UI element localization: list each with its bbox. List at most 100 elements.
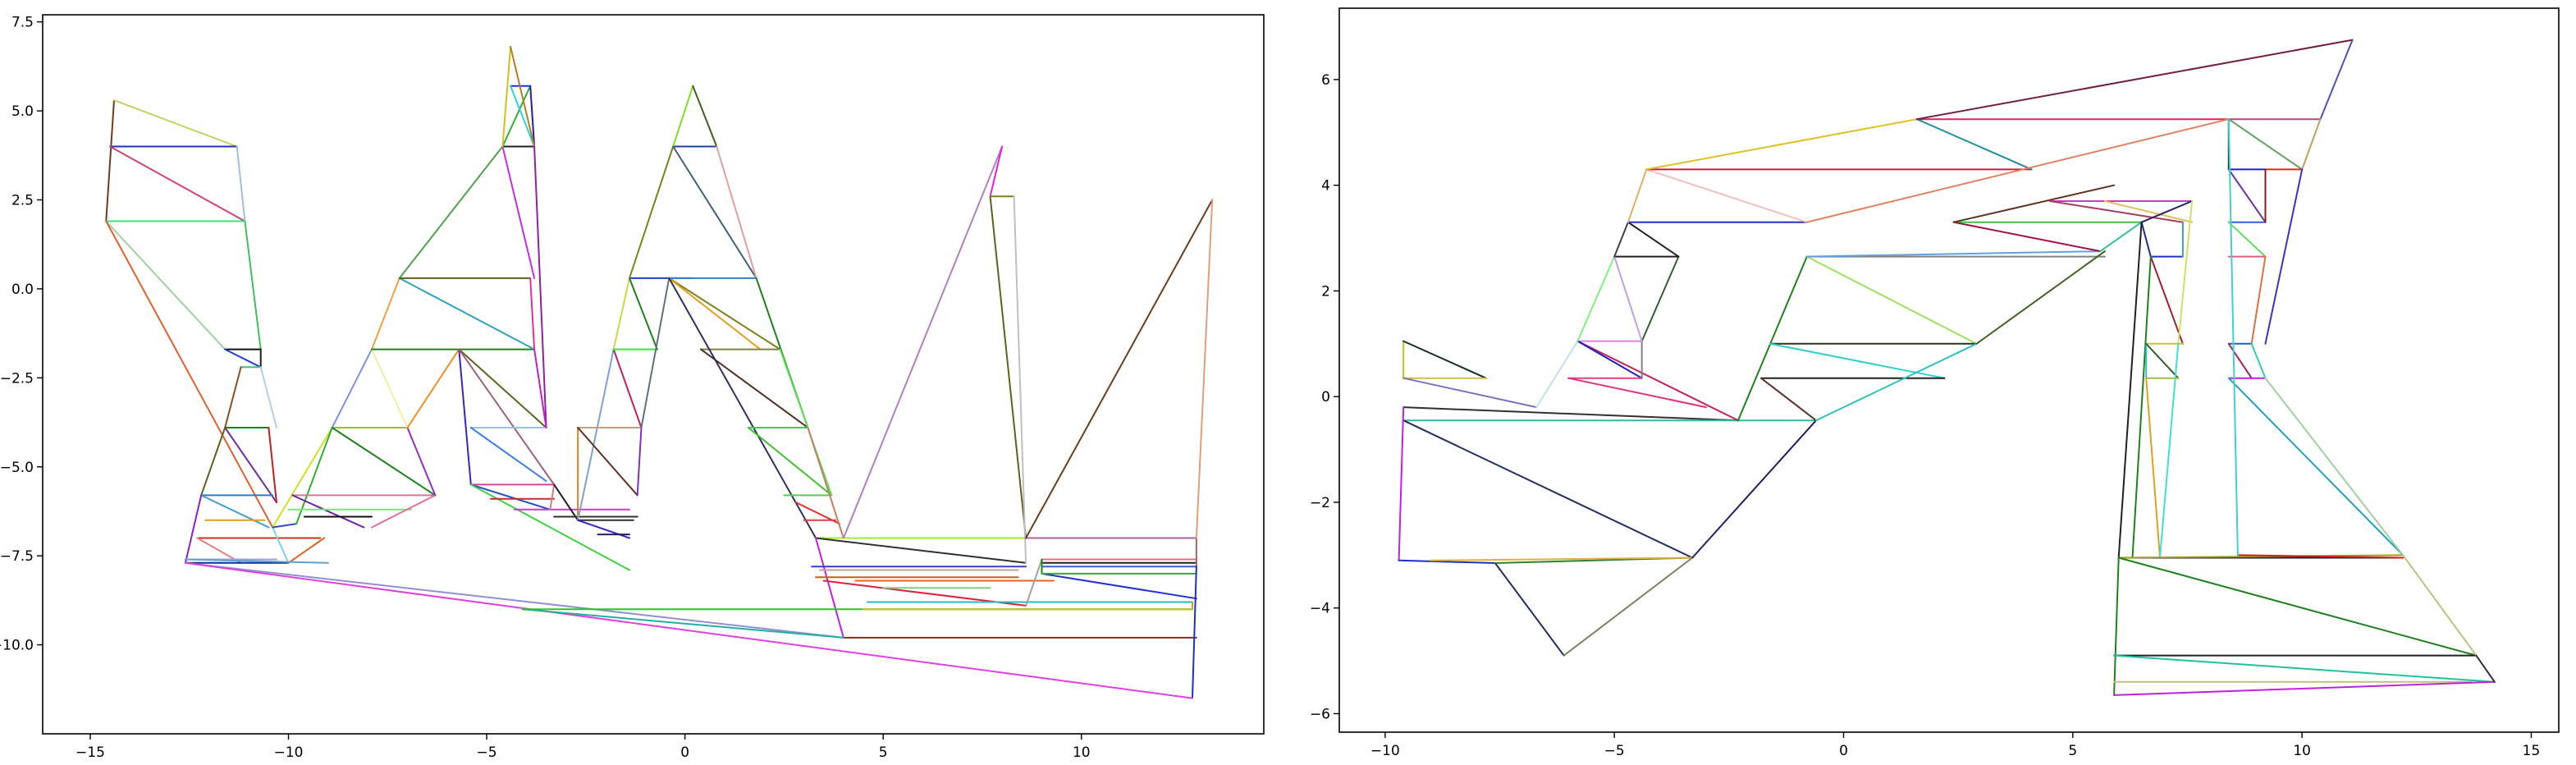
right-segment-12 <box>1430 557 1694 561</box>
right-segment-96 <box>2264 377 2404 557</box>
left-segment-79 <box>612 348 643 428</box>
left-segment-89 <box>692 85 718 148</box>
left-segment-59 <box>501 46 512 148</box>
left-segment-52 <box>469 427 547 483</box>
left-plot: −15 −10 −5 0 5 10 7.5 5.0 2.5 0.0 −2.5 −5.0 −7.5 −10.… <box>0 14 1265 761</box>
right-segment-36 <box>2319 39 2354 121</box>
right-segment-25 <box>1613 221 1629 258</box>
left-segment-121 <box>1013 195 1027 564</box>
right-segment-98 <box>2227 118 2239 557</box>
right-y-tick-label-2: 2 <box>1321 283 1330 300</box>
left-segment-70 <box>553 483 579 521</box>
right-segment-6 <box>1402 419 1694 559</box>
right-y-tick-label-1: 4 <box>1321 178 1330 195</box>
right-segment-67 <box>2145 377 2161 559</box>
left-segment-94 <box>668 277 762 350</box>
left-y-tick-label-3: 0.0 <box>11 282 34 298</box>
right-segment-54 <box>2099 221 2143 253</box>
right-segment-26 <box>1627 221 1680 258</box>
left-segment-16 <box>268 427 277 504</box>
right-segment-17 <box>1576 340 1643 379</box>
left-segment-63 <box>533 348 547 428</box>
left-y-tick-label-0: 7.5 <box>11 15 34 31</box>
right-segment-65 <box>2145 342 2180 379</box>
left-segment-27 <box>272 526 290 564</box>
right-segment-97 <box>2236 554 2404 559</box>
left-segment-36 <box>331 427 437 497</box>
left-segment-132 <box>1192 566 1197 699</box>
left-segment-54 <box>501 145 536 279</box>
left-segment-85 <box>640 277 670 428</box>
right-segment-81 <box>2227 168 2267 223</box>
left-segment-84 <box>636 427 643 497</box>
right-y-tick-label-4: −2 <box>1310 495 1330 511</box>
left-segment-108 <box>815 537 844 639</box>
left-segment-48 <box>458 348 472 486</box>
right-segment-10 <box>1563 557 1694 657</box>
left-segment-21 <box>184 494 203 564</box>
left-segment-119 <box>989 195 1027 539</box>
left-segment-28 <box>272 427 333 529</box>
left-segment-49 <box>458 348 547 428</box>
left-segment-138 <box>521 608 844 639</box>
right-segment-85 <box>2227 221 2267 258</box>
left-segment-69 <box>549 483 556 511</box>
left-segment-1 <box>113 99 238 148</box>
right-segment-62 <box>2117 221 2143 559</box>
left-segment-20 <box>200 494 270 529</box>
left-segment-88 <box>672 85 694 148</box>
right-plot: −10 −5 0 5 10 15 6 4 2 0 −2 −4 −6 <box>1310 7 2560 759</box>
right-segment-56 <box>2140 221 2152 258</box>
left-y-tick-label-2: 2.5 <box>11 193 34 209</box>
right-segment-77 <box>2402 554 2478 657</box>
right-segment-45 <box>1760 377 1817 422</box>
right-segment-76 <box>2113 680 2496 696</box>
left-segment-30 <box>295 427 333 525</box>
right-x-tick-label-3: 5 <box>2068 743 2077 759</box>
left-segment-18 <box>200 427 226 497</box>
left-segment-124 <box>1025 558 1043 607</box>
left-segment-123 <box>1025 199 1214 539</box>
left-segment-40 <box>371 348 409 428</box>
right-segment-40 <box>1805 255 1978 345</box>
right-segment-16 <box>1576 340 1739 422</box>
right-segment-7 <box>1398 406 1405 561</box>
right-segment-14 <box>1535 340 1579 409</box>
right-segment-88 <box>2301 118 2322 171</box>
right-x-tick-label-5: 15 <box>2523 743 2541 759</box>
right-segment-94 <box>2250 342 2267 379</box>
left-segment-66 <box>469 483 630 571</box>
right-x-tick-label-0: −10 <box>1370 743 1400 759</box>
left-segment-29 <box>272 523 298 529</box>
right-segment-61 <box>2131 255 2152 559</box>
right-x-tick-label-4: 10 <box>2293 743 2311 759</box>
left-segment-65 <box>469 483 551 511</box>
right-segment-90 <box>2250 255 2267 345</box>
right-segment-34 <box>1915 39 2354 121</box>
right-segment-89 <box>2264 168 2304 345</box>
left-segment-56 <box>529 85 536 148</box>
left-segment-91 <box>716 145 757 279</box>
left-segment-105 <box>807 427 844 539</box>
right-segment-71 <box>2117 557 2478 657</box>
right-segment-41 <box>1805 250 2102 258</box>
right-segment-8 <box>1398 559 1496 564</box>
left-segment-133 <box>1195 199 1214 539</box>
right-x-tick-label-1: −5 <box>1604 743 1625 759</box>
left-segment-90 <box>672 145 757 279</box>
right-segment-31 <box>1645 118 1918 171</box>
right-segment-50 <box>1952 184 2116 223</box>
right-segment-1 <box>1402 340 1487 379</box>
left-segment-135 <box>184 561 844 639</box>
left-segment-100 <box>747 427 833 497</box>
right-segment-24 <box>1613 255 1643 342</box>
right-segment-13 <box>1691 419 1817 559</box>
left-segment-77 <box>577 519 630 539</box>
left-segment-96 <box>700 348 809 428</box>
right-segment-38 <box>1737 255 1808 422</box>
right-segment-60 <box>2177 200 2194 345</box>
left-segment-41 <box>371 277 400 350</box>
right-segment-43 <box>1769 342 1946 379</box>
right-segment-74 <box>2113 654 2496 683</box>
